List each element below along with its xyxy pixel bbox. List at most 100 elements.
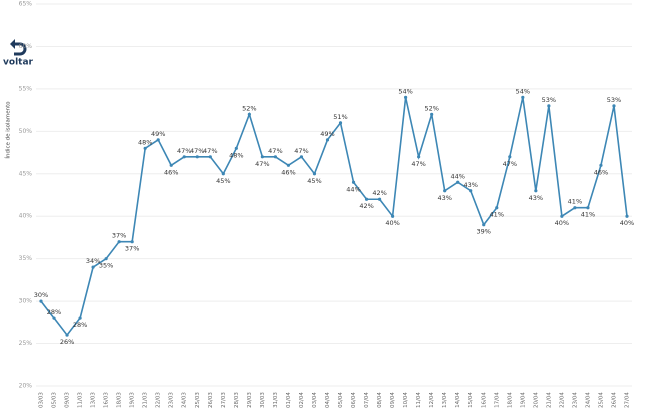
data-label: 54% bbox=[516, 87, 530, 95]
point bbox=[286, 163, 291, 167]
point bbox=[182, 155, 186, 159]
point bbox=[430, 112, 434, 116]
point bbox=[195, 155, 199, 159]
x-tick-label: 01/04 bbox=[286, 392, 292, 408]
x-tick-label: 30/03 bbox=[260, 392, 266, 408]
data-label: 47% bbox=[294, 147, 308, 155]
point bbox=[39, 299, 43, 303]
data-label: 47% bbox=[503, 160, 517, 168]
data-label: 42% bbox=[359, 202, 373, 210]
data-label: 44% bbox=[346, 185, 360, 193]
point bbox=[260, 155, 264, 159]
point bbox=[456, 180, 460, 184]
data-label: 49% bbox=[320, 130, 334, 138]
x-tick-label: 27/03 bbox=[221, 392, 227, 408]
x-tick-label: 22/03 bbox=[156, 392, 162, 408]
point bbox=[273, 155, 277, 159]
y-tick-label: 35% bbox=[19, 255, 33, 262]
point bbox=[312, 172, 317, 176]
data-label: 53% bbox=[607, 96, 621, 104]
data-label: 47% bbox=[203, 147, 217, 155]
data-label: 39% bbox=[477, 228, 491, 236]
x-tick-label: 25/03 bbox=[195, 392, 201, 408]
point bbox=[573, 206, 577, 210]
x-tick-label: 13/04 bbox=[442, 392, 448, 408]
point bbox=[156, 138, 160, 142]
data-label: 47% bbox=[190, 147, 204, 155]
point bbox=[534, 189, 538, 193]
x-tick-label: 24/04 bbox=[585, 392, 591, 408]
point bbox=[169, 163, 173, 167]
x-tick-label: 25/04 bbox=[598, 392, 604, 408]
data-label: 47% bbox=[255, 160, 269, 168]
x-tick-label: 03/03 bbox=[39, 392, 45, 408]
data-label: 52% bbox=[242, 104, 256, 112]
x-tick-label: 17/04 bbox=[494, 392, 500, 408]
data-label: 46% bbox=[281, 168, 295, 176]
point bbox=[560, 214, 564, 218]
line bbox=[40, 97, 628, 337]
point bbox=[325, 138, 330, 142]
data-label: 37% bbox=[112, 232, 126, 240]
back-icon bbox=[12, 42, 27, 56]
y-tick-label: 40% bbox=[19, 213, 33, 220]
data-label: 49% bbox=[151, 130, 165, 138]
y-axis-label: Índice de isolamento bbox=[5, 101, 12, 159]
point bbox=[117, 240, 121, 244]
point bbox=[495, 206, 499, 210]
back-button[interactable]: voltar bbox=[3, 39, 34, 68]
data-label: 47% bbox=[411, 160, 425, 168]
x-tick-label: 04/04 bbox=[325, 392, 331, 408]
point bbox=[65, 333, 69, 337]
x-tick-label: 28/03 bbox=[234, 392, 240, 408]
data-label: 46% bbox=[594, 168, 608, 176]
point bbox=[299, 155, 304, 159]
point bbox=[586, 206, 590, 210]
point bbox=[208, 155, 212, 159]
point bbox=[338, 121, 343, 125]
data-label: 52% bbox=[424, 104, 438, 112]
data-label: 51% bbox=[333, 113, 347, 121]
data-label: 40% bbox=[385, 219, 399, 227]
point bbox=[599, 163, 603, 167]
point bbox=[404, 95, 408, 99]
x-tick-label: 06/04 bbox=[351, 392, 357, 408]
x-tick-label: 23/03 bbox=[169, 392, 175, 408]
y-tick-label: 25% bbox=[19, 340, 33, 347]
x-tick-label: 05/03 bbox=[52, 392, 58, 408]
data-label: 47% bbox=[177, 147, 191, 155]
data-label: 43% bbox=[529, 194, 543, 202]
point bbox=[612, 104, 616, 108]
x-tick-label: 19/04 bbox=[520, 392, 526, 408]
point bbox=[417, 155, 421, 159]
back-label[interactable]: voltar bbox=[3, 58, 34, 68]
data-label: 46% bbox=[164, 168, 178, 176]
y-tick-label: 55% bbox=[19, 85, 33, 92]
back-icon-head bbox=[10, 39, 15, 49]
x-tick-label: 20/04 bbox=[533, 392, 539, 408]
point bbox=[364, 197, 369, 201]
data-label: 30% bbox=[34, 291, 48, 299]
data-label: 45% bbox=[216, 177, 230, 185]
x-tick-label: 27/04 bbox=[625, 392, 631, 408]
point bbox=[625, 214, 629, 218]
point bbox=[104, 257, 108, 261]
point bbox=[91, 265, 95, 269]
data-label: 43% bbox=[437, 194, 451, 202]
y-tick-label: 30% bbox=[19, 298, 33, 305]
x-tick-label: 07/04 bbox=[364, 392, 370, 408]
x-tick-label: 21/03 bbox=[143, 392, 149, 408]
point bbox=[221, 172, 225, 176]
point bbox=[547, 104, 551, 108]
point bbox=[469, 189, 473, 193]
data-label: 40% bbox=[555, 219, 569, 227]
x-tick-label: 11/03 bbox=[78, 392, 84, 408]
x-tick-label: 19/03 bbox=[130, 392, 136, 408]
point bbox=[130, 240, 134, 244]
x-tick-label: 14/04 bbox=[455, 392, 461, 408]
x-tick-label: 24/03 bbox=[182, 392, 188, 408]
data-label: 41% bbox=[490, 211, 504, 219]
point bbox=[377, 197, 382, 201]
y-tick-label: 45% bbox=[19, 170, 33, 177]
